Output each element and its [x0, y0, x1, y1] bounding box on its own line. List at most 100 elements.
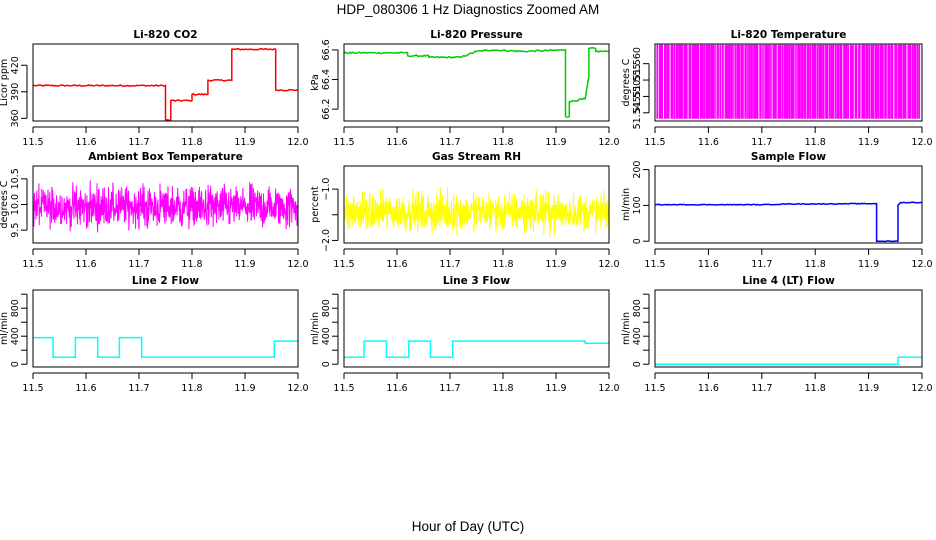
y-tick-label: 420 [10, 56, 21, 74]
x-tick-label: 12.0 [598, 137, 619, 148]
panel-title: Li-820 CO2 [133, 29, 197, 41]
x-tick-label: 11.9 [234, 137, 255, 148]
x-tick-label: 11.8 [181, 383, 202, 394]
y-tick-label: 360 [10, 109, 21, 127]
x-tick-label: 12.0 [911, 259, 932, 270]
x-tick-label: 11.7 [439, 137, 460, 148]
y-tick-label: 200 [632, 161, 643, 179]
x-tick-label: 11.5 [22, 259, 43, 270]
y-axis-label: degrees C [0, 180, 10, 228]
x-tick-label: 11.7 [751, 259, 772, 270]
panel-title: Sample Flow [751, 151, 826, 163]
x-tick-label: 11.5 [333, 259, 354, 270]
x-tick-label: 12.0 [911, 137, 932, 148]
y-tick-label: 800 [632, 299, 643, 317]
x-tick-label: 11.6 [698, 383, 719, 394]
x-tick-label: 11.9 [858, 383, 879, 394]
y-tick-label: 400 [321, 327, 332, 345]
y-tick-label: 66.2 [321, 99, 332, 120]
y-axis-label: ml/min [310, 312, 321, 345]
series-line [654, 201, 922, 243]
x-tick-label: 11.5 [644, 137, 665, 148]
y-axis-label: kPa [310, 74, 321, 91]
x-tick-label: 11.6 [386, 383, 407, 394]
x-tick-label: 11.5 [333, 383, 354, 394]
plot-frame [32, 289, 299, 368]
x-tick-label: 11.8 [492, 137, 513, 148]
chart-panel: 11.5 11.6 11.7 11.8 11.9 12.0 0 400 800 Line 3 Fl… [310, 275, 620, 394]
y-tick-label: 51.555 [632, 63, 643, 96]
x-tick-label: 12.0 [598, 259, 619, 270]
y-tick-label: 0 [10, 361, 21, 367]
series-line [343, 186, 610, 238]
y-tick-label: 0 [321, 361, 332, 367]
x-tick-label: 11.8 [805, 383, 826, 394]
y-tick-label: 66.6 [321, 39, 332, 60]
x-tick-label: 11.9 [858, 259, 879, 270]
chart-panels: 11.5 11.6 11.7 11.8 11.9 12.0 360 390 420 Li-820 … [0, 29, 933, 394]
x-tick-label: 11.7 [128, 137, 149, 148]
x-tick-label: 11.6 [75, 137, 96, 148]
plot-frame [343, 165, 610, 244]
plot-frame [654, 43, 923, 122]
chart-panel: 11.5 11.6 11.7 11.8 11.9 12.0 −2.0 −1.0 Gas Stre… [310, 151, 620, 270]
y-tick-label: 10.5 [10, 168, 21, 189]
y-tick-label: 51.550 [632, 80, 643, 113]
y-tick-label: 800 [321, 299, 332, 317]
chart-panel: 11.5 11.6 11.7 11.8 11.9 12.0 66.2 66.4 66.6 Li-8… [310, 29, 620, 148]
y-tick-label: 100 [632, 196, 643, 214]
series-line [343, 46, 610, 118]
y-axis-label: percent [310, 186, 321, 223]
x-tick-label: 11.7 [128, 259, 149, 270]
panel-title: Line 3 Flow [443, 275, 510, 287]
y-tick-label: 400 [10, 327, 21, 345]
x-tick-label: 11.9 [545, 259, 566, 270]
plot-frame [654, 165, 923, 244]
x-axis-label: Hour of Day (UTC) [412, 519, 525, 534]
page-title: HDP_080306 1 Hz Diagnostics Zoomed AM [337, 2, 600, 17]
y-tick-label: −2.0 [321, 229, 332, 252]
plot-frame [32, 43, 299, 122]
x-tick-label: 11.6 [698, 137, 719, 148]
x-tick-label: 11.7 [751, 137, 772, 148]
y-axis-label: ml/min [621, 312, 632, 345]
x-tick-label: 11.9 [858, 137, 879, 148]
plot-frame [32, 165, 299, 244]
x-tick-label: 11.6 [386, 137, 407, 148]
y-axis-label: ml/min [621, 188, 632, 221]
chart-panel: 11.5 11.6 11.7 11.8 11.9 12.0 0 400 800 Line 4 (L… [621, 275, 933, 394]
y-tick-label: 51.545 [632, 96, 643, 129]
x-tick-label: 11.8 [181, 259, 202, 270]
chart-panel: 11.5 11.6 11.7 11.8 11.9 12.0 0 400 800 Line 2 Fl… [0, 275, 309, 394]
series-line [656, 44, 921, 119]
x-tick-label: 11.7 [439, 259, 460, 270]
y-tick-label: 66.4 [321, 69, 332, 90]
series-line [33, 336, 298, 358]
y-tick-label: 9.5 [10, 223, 21, 238]
y-axis-label: degrees C [621, 58, 632, 106]
series-line [32, 47, 299, 122]
y-tick-label: −1.0 [321, 178, 332, 201]
x-tick-label: 11.7 [128, 383, 149, 394]
series-line [655, 356, 922, 365]
chart-panel: 11.5 11.6 11.7 11.8 11.9 12.0 9.5 10.0 10.5 Ambie… [0, 151, 309, 270]
x-tick-label: 12.0 [911, 383, 932, 394]
x-tick-label: 11.9 [234, 259, 255, 270]
x-tick-label: 12.0 [598, 383, 619, 394]
x-tick-label: 12.0 [287, 383, 308, 394]
y-tick-label: 10.0 [10, 194, 21, 215]
x-tick-label: 11.6 [386, 259, 407, 270]
chart-panel: 11.5 11.6 11.7 11.8 11.9 12.0 360 390 420 Li-820 … [0, 29, 309, 148]
y-tick-label: 0 [632, 361, 643, 367]
plot-frame [343, 43, 610, 122]
panel-title: Ambient Box Temperature [88, 151, 243, 163]
y-tick-label: 0 [632, 238, 643, 244]
x-tick-label: 11.7 [751, 383, 772, 394]
x-tick-label: 11.9 [234, 383, 255, 394]
chart-panel: 11.5 11.6 11.7 11.8 11.9 12.0 0 100 200 Sample Fl… [621, 151, 933, 270]
y-axis-label: ml/min [0, 312, 10, 345]
x-tick-label: 11.9 [545, 383, 566, 394]
x-tick-label: 11.5 [22, 383, 43, 394]
x-tick-label: 11.8 [492, 383, 513, 394]
